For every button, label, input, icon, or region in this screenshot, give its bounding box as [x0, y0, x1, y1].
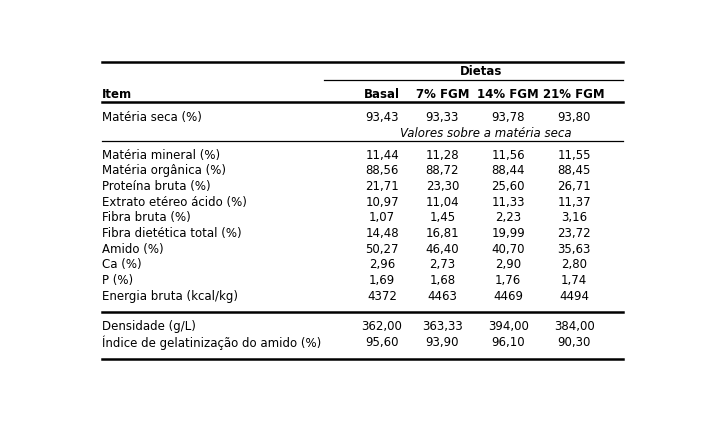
Text: Valores sobre a matéria seca: Valores sobre a matéria seca: [401, 126, 572, 139]
Text: 93,80: 93,80: [557, 111, 590, 124]
Text: 4469: 4469: [493, 289, 523, 302]
Text: Energia bruta (kcal/kg): Energia bruta (kcal/kg): [102, 289, 238, 302]
Text: 4372: 4372: [367, 289, 397, 302]
Text: P (%): P (%): [102, 273, 133, 286]
Text: 11,56: 11,56: [491, 149, 525, 161]
Text: 26,71: 26,71: [557, 180, 591, 193]
Text: 1,69: 1,69: [369, 273, 395, 286]
Text: 14,48: 14,48: [365, 227, 399, 239]
Text: 23,72: 23,72: [557, 227, 591, 239]
Text: Fibra dietética total (%): Fibra dietética total (%): [102, 227, 242, 239]
Text: 96,10: 96,10: [491, 335, 525, 348]
Text: 3,16: 3,16: [561, 211, 587, 224]
Text: 1,76: 1,76: [495, 273, 521, 286]
Text: 93,90: 93,90: [426, 335, 459, 348]
Text: 11,33: 11,33: [491, 195, 525, 208]
Text: 4494: 4494: [559, 289, 589, 302]
Text: 1,07: 1,07: [369, 211, 395, 224]
Text: 384,00: 384,00: [554, 320, 595, 333]
Text: 25,60: 25,60: [491, 180, 525, 193]
Text: Proteína bruta (%): Proteína bruta (%): [102, 180, 211, 193]
Text: 2,73: 2,73: [429, 258, 455, 271]
Text: 11,28: 11,28: [426, 149, 459, 161]
Text: 1,68: 1,68: [429, 273, 455, 286]
Text: 7% FGM: 7% FGM: [416, 88, 469, 101]
Text: 93,78: 93,78: [491, 111, 525, 124]
Text: Extrato etéreo ácido (%): Extrato etéreo ácido (%): [102, 195, 247, 208]
Text: Ca (%): Ca (%): [102, 258, 142, 271]
Text: 93,33: 93,33: [426, 111, 459, 124]
Text: 23,30: 23,30: [426, 180, 459, 193]
Text: 1,74: 1,74: [561, 273, 587, 286]
Text: 40,70: 40,70: [491, 242, 525, 255]
Text: 35,63: 35,63: [557, 242, 590, 255]
Text: 46,40: 46,40: [426, 242, 459, 255]
Text: 93,43: 93,43: [365, 111, 399, 124]
Text: 11,37: 11,37: [557, 195, 591, 208]
Text: Basal: Basal: [364, 88, 400, 101]
Text: 19,99: 19,99: [491, 227, 525, 239]
Text: Item: Item: [102, 88, 132, 101]
Text: 88,45: 88,45: [557, 164, 590, 177]
Text: Densidade (g/L): Densidade (g/L): [102, 320, 196, 333]
Text: 11,55: 11,55: [557, 149, 591, 161]
Text: 2,80: 2,80: [561, 258, 587, 271]
Text: 1,45: 1,45: [429, 211, 455, 224]
Text: 21,71: 21,71: [365, 180, 399, 193]
Text: 90,30: 90,30: [557, 335, 590, 348]
Text: 88,56: 88,56: [365, 164, 399, 177]
Text: 394,00: 394,00: [488, 320, 529, 333]
Text: 50,27: 50,27: [365, 242, 399, 255]
Text: 95,60: 95,60: [365, 335, 399, 348]
Text: 2,90: 2,90: [495, 258, 521, 271]
Text: Matéria mineral (%): Matéria mineral (%): [102, 149, 220, 161]
Text: 362,00: 362,00: [362, 320, 402, 333]
Text: 88,72: 88,72: [426, 164, 459, 177]
Text: 2,23: 2,23: [495, 211, 521, 224]
Text: Índice de gelatinização do amido (%): Índice de gelatinização do amido (%): [102, 334, 321, 349]
Text: 14% FGM: 14% FGM: [477, 88, 539, 101]
Text: 21% FGM: 21% FGM: [543, 88, 605, 101]
Text: Matéria seca (%): Matéria seca (%): [102, 111, 202, 124]
Text: 88,44: 88,44: [491, 164, 525, 177]
Text: 16,81: 16,81: [426, 227, 459, 239]
Text: 11,04: 11,04: [426, 195, 459, 208]
Text: Fibra bruta (%): Fibra bruta (%): [102, 211, 191, 224]
Text: Matéria orgânica (%): Matéria orgânica (%): [102, 164, 227, 177]
Text: 363,33: 363,33: [422, 320, 463, 333]
Text: Dietas: Dietas: [459, 65, 502, 78]
Text: Amido (%): Amido (%): [102, 242, 164, 255]
Text: 4463: 4463: [428, 289, 457, 302]
Text: 11,44: 11,44: [365, 149, 399, 161]
Text: 2,96: 2,96: [369, 258, 395, 271]
Text: 10,97: 10,97: [365, 195, 399, 208]
